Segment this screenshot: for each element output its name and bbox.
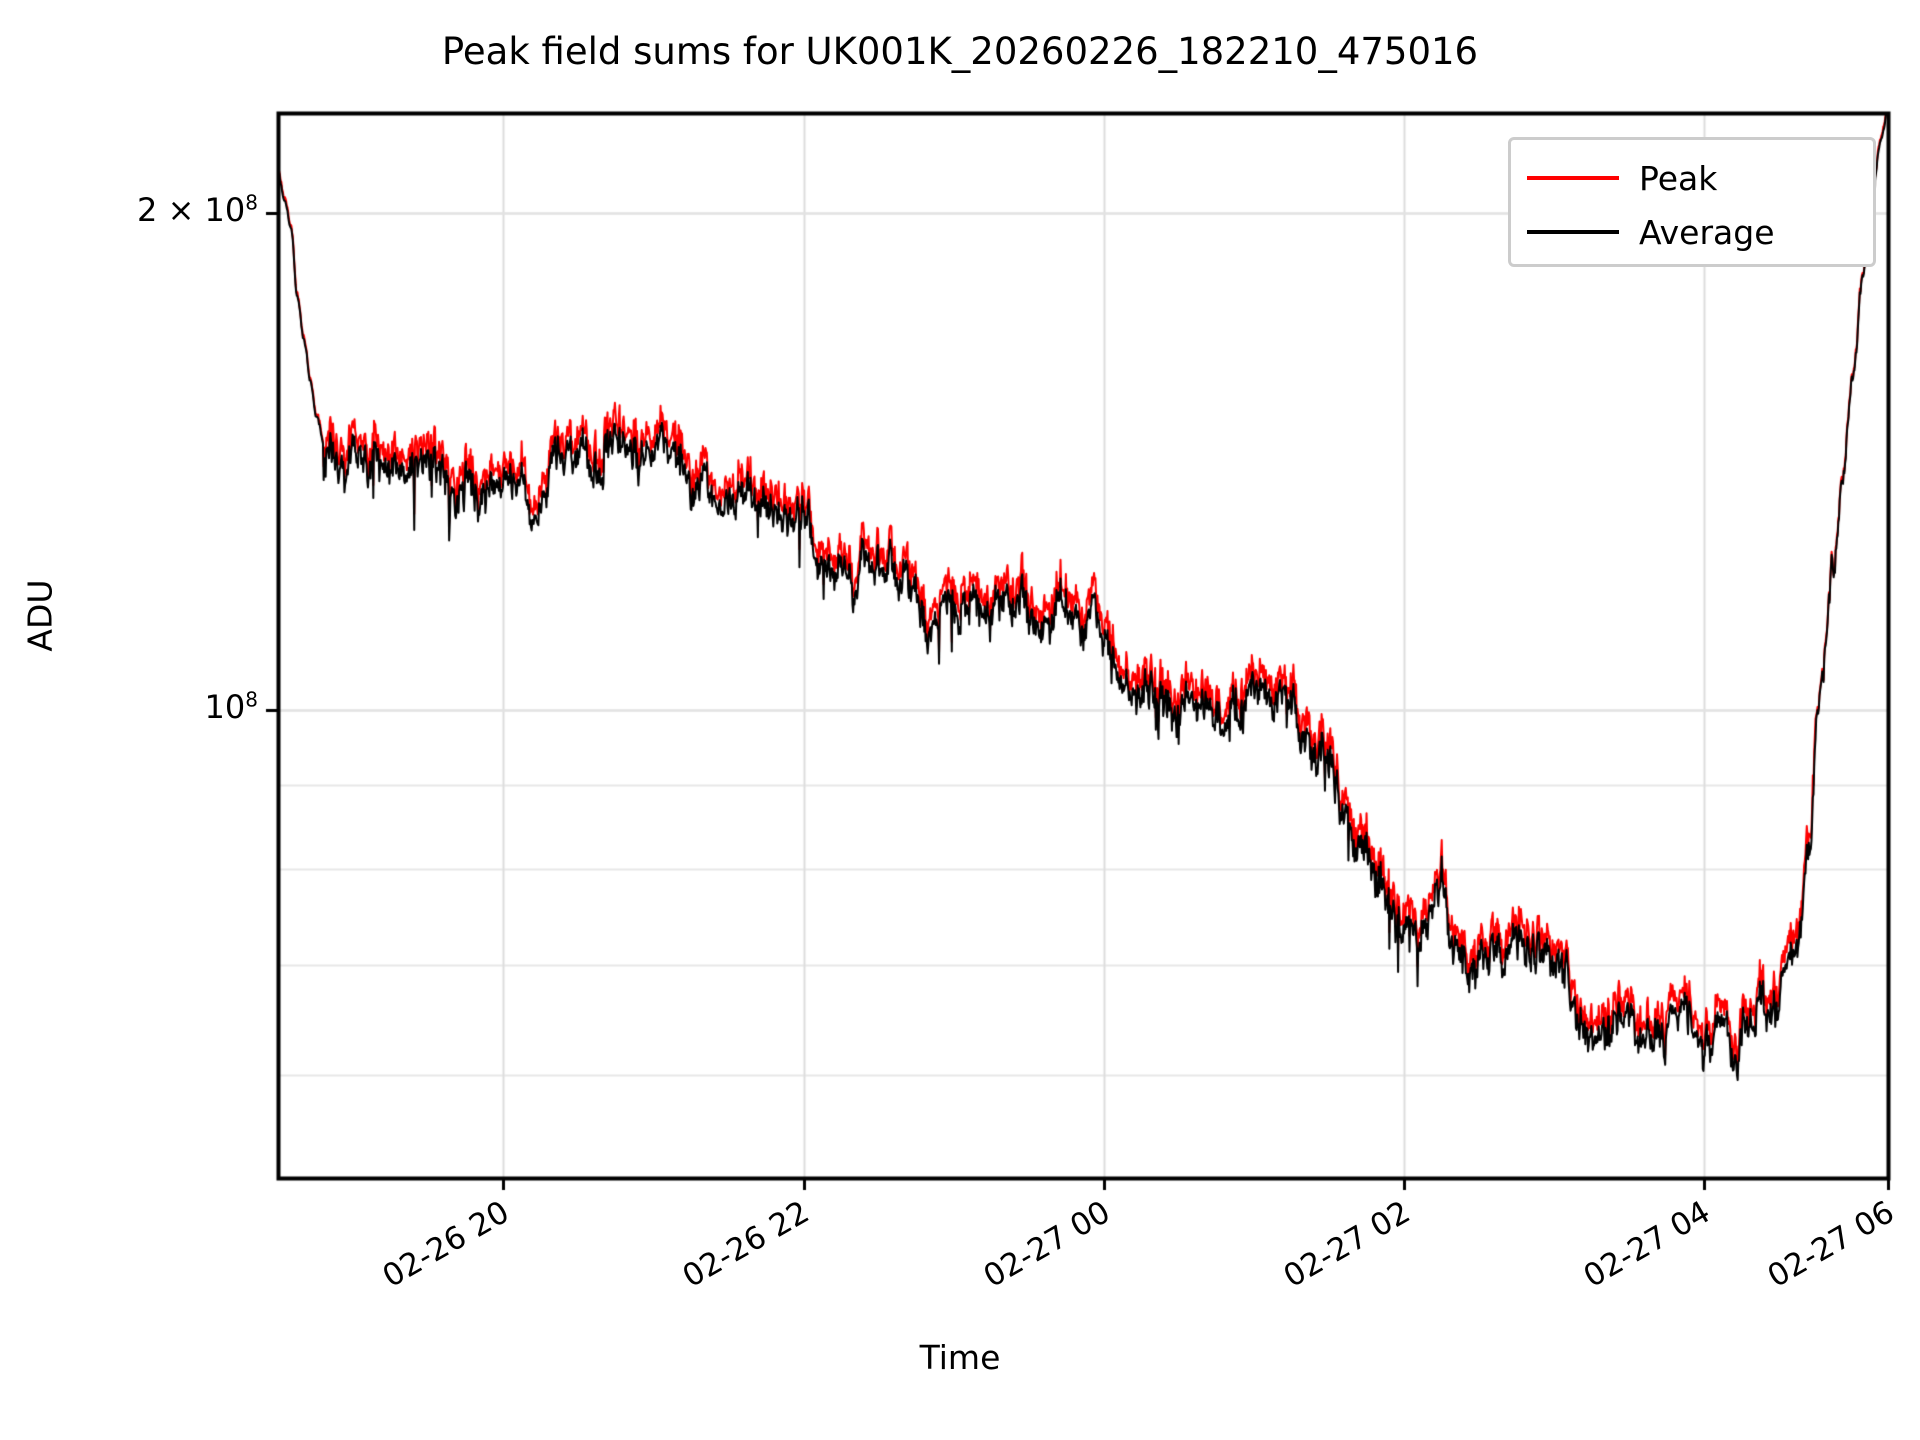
legend-entry[interactable]: Peak	[1511, 150, 1873, 206]
chart-legend: Peak Average	[1508, 137, 1876, 267]
legend-label: Average	[1639, 212, 1775, 252]
y-tick-label: 108	[204, 686, 258, 726]
y-tick-label: 2 × 108	[137, 190, 258, 230]
legend-line-icon	[1527, 230, 1619, 234]
legend-label: Peak	[1639, 158, 1718, 198]
legend-entry[interactable]: Average	[1511, 204, 1873, 260]
legend-line-icon	[1527, 176, 1619, 180]
